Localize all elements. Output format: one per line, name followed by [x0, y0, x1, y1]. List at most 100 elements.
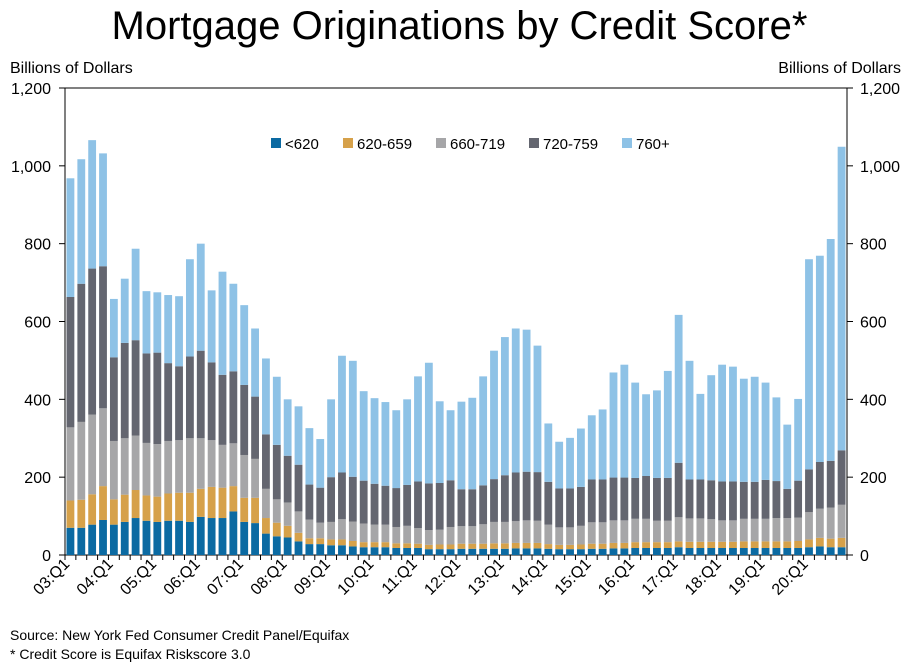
bar-segment-12:Q4-series-4 [490, 350, 498, 480]
y-axis-label-right: Billions of Dollars [778, 60, 901, 77]
bar-segment-11:Q4-series-2 [446, 526, 455, 545]
bar-segment-17:Q1-series-4 [674, 314, 683, 463]
right-y-tick-label: 600 [860, 315, 887, 332]
bar-segment-16:Q1-series-4 [631, 382, 640, 478]
x-tick-label: 04:Q1 [74, 556, 117, 599]
bar-segment-18:Q2-series-0 [729, 548, 737, 555]
bar-segment-03:Q2-series-3 [77, 283, 86, 422]
bar-segment-03:Q4-series-4 [99, 153, 107, 267]
legend-swatch [622, 138, 632, 148]
bar-segment-10:Q3-series-4 [392, 410, 401, 489]
bar-segment-11:Q3-series-0 [435, 549, 444, 555]
legend-label: 760+ [636, 136, 670, 153]
bar-segment-13:Q2-series-2 [511, 521, 520, 543]
bar-segment-19:Q2-series-1 [772, 541, 781, 548]
left-y-tick-label: 400 [24, 392, 51, 409]
bar-segment-10:Q1-series-2 [370, 524, 379, 543]
bar-segment-14:Q2-series-0 [555, 549, 564, 555]
bar-segment-17:Q2-series-3 [685, 479, 694, 519]
bar-segment-11:Q3-series-3 [435, 483, 444, 530]
bar-segment-10:Q2-series-3 [381, 485, 390, 525]
bar-segment-03:Q3-series-1 [88, 494, 97, 525]
bar-segment-08:Q2-series-0 [294, 541, 303, 555]
bar-segment-06:Q1-series-0 [196, 516, 205, 555]
bar-segment-18:Q2-series-4 [729, 366, 737, 482]
bar-segment-16:Q3-series-1 [653, 542, 661, 548]
bar-segment-11:Q2-series-1 [424, 544, 433, 550]
bar-segment-07:Q2-series-4 [251, 328, 259, 397]
bar-segment-10:Q4-series-0 [403, 548, 412, 555]
bar-segment-10:Q1-series-3 [370, 483, 379, 525]
legend-label: <620 [285, 136, 319, 153]
bar-segment-10:Q3-series-1 [392, 543, 401, 548]
bar-segment-10:Q1-series-4 [370, 398, 379, 484]
bar-segment-10:Q3-series-2 [392, 526, 401, 544]
bar-segment-12:Q4-series-0 [490, 548, 498, 555]
bar-segment-05:Q1-series-4 [153, 292, 162, 353]
bar-segment-11:Q3-series-1 [435, 544, 444, 550]
bar-segment-11:Q3-series-2 [435, 529, 444, 545]
bar-segment-05:Q3-series-0 [175, 520, 183, 555]
bar-segment-12:Q1-series-4 [457, 401, 466, 490]
left-y-tick-label: 200 [24, 470, 51, 487]
bar-segment-17:Q2-series-4 [685, 360, 694, 480]
bar-segment-09:Q3-series-4 [348, 360, 357, 477]
bar-segment-18:Q4-series-3 [750, 481, 759, 519]
bar-segment-13:Q2-series-1 [511, 542, 520, 549]
bar-segment-19:Q4-series-3 [794, 480, 803, 518]
bar-segment-20:Q1-series-0 [805, 547, 813, 555]
bar-segment-15:Q3-series-3 [609, 477, 618, 521]
bar-segment-05:Q4-series-4 [185, 259, 194, 357]
bar-segment-07:Q4-series-1 [272, 522, 281, 537]
bar-segment-15:Q3-series-2 [609, 520, 618, 543]
bar-segment-20:Q3-series-2 [826, 507, 835, 539]
source-note: Source: New York Fed Consumer Credit Pan… [10, 627, 350, 643]
right-y-tick-label: 1,000 [860, 159, 900, 176]
bar-segment-18:Q4-series-2 [750, 518, 759, 542]
bar-segment-13:Q3-series-2 [522, 520, 531, 543]
footnote: * Credit Score is Equifax Riskscore 3.0 [10, 646, 251, 662]
bar-segment-10:Q3-series-3 [392, 488, 401, 527]
bar-segment-03:Q3-series-2 [88, 414, 97, 495]
bar-segment-11:Q1-series-4 [414, 376, 422, 482]
bar-segment-20:Q4-series-1 [837, 537, 846, 548]
bar-segment-08:Q3-series-4 [305, 428, 314, 485]
bar-segment-18:Q3-series-4 [739, 378, 748, 482]
bar-segment-09:Q1-series-2 [327, 521, 336, 540]
bar-segment-08:Q2-series-1 [294, 532, 303, 542]
bar-segment-18:Q2-series-1 [729, 541, 737, 548]
bar-segment-18:Q1-series-4 [718, 364, 727, 482]
bar-segment-12:Q1-series-1 [457, 543, 466, 549]
bar-segment-05:Q1-series-1 [153, 496, 162, 522]
bar-segment-15:Q2-series-2 [598, 522, 607, 544]
bar-segment-12:Q1-series-3 [457, 489, 466, 527]
bar-segment-08:Q1-series-0 [283, 537, 292, 555]
bar-segment-10:Q4-series-2 [403, 525, 412, 544]
bar-segment-06:Q1-series-1 [196, 488, 205, 517]
bar-segment-07:Q3-series-4 [262, 358, 270, 435]
bar-segment-06:Q4-series-2 [229, 443, 238, 487]
bar-segment-14:Q3-series-3 [566, 488, 574, 528]
left-y-tick-label: 0 [42, 548, 51, 565]
right-y-tick-label: 1,200 [860, 81, 900, 98]
bar-segment-20:Q2-series-4 [815, 255, 824, 462]
bar-segment-09:Q3-series-0 [348, 546, 357, 555]
bar-segment-20:Q4-series-4 [837, 146, 846, 451]
bar-segment-16:Q2-series-2 [642, 518, 650, 543]
bar-segment-12:Q2-series-0 [468, 548, 477, 555]
bar-segment-10:Q2-series-2 [381, 524, 390, 543]
bar-segment-15:Q3-series-0 [609, 548, 618, 555]
bar-segment-06:Q1-series-4 [196, 243, 205, 351]
bar-segment-10:Q2-series-4 [381, 402, 390, 486]
x-tick-label: 09:Q1 [291, 556, 334, 599]
bar-segment-12:Q1-series-0 [457, 548, 466, 555]
bar-segment-12:Q3-series-0 [479, 548, 488, 555]
bar-segment-03:Q1-series-2 [66, 427, 75, 501]
bar-segment-04:Q2-series-4 [120, 278, 129, 343]
bar-segment-04:Q2-series-2 [120, 438, 129, 495]
bar-segment-16:Q1-series-2 [631, 518, 640, 543]
bar-segment-07:Q3-series-2 [262, 488, 270, 519]
bar-segment-17:Q4-series-4 [707, 375, 716, 481]
bar-segment-09:Q4-series-0 [359, 547, 368, 555]
bar-segment-06:Q3-series-4 [218, 271, 227, 375]
